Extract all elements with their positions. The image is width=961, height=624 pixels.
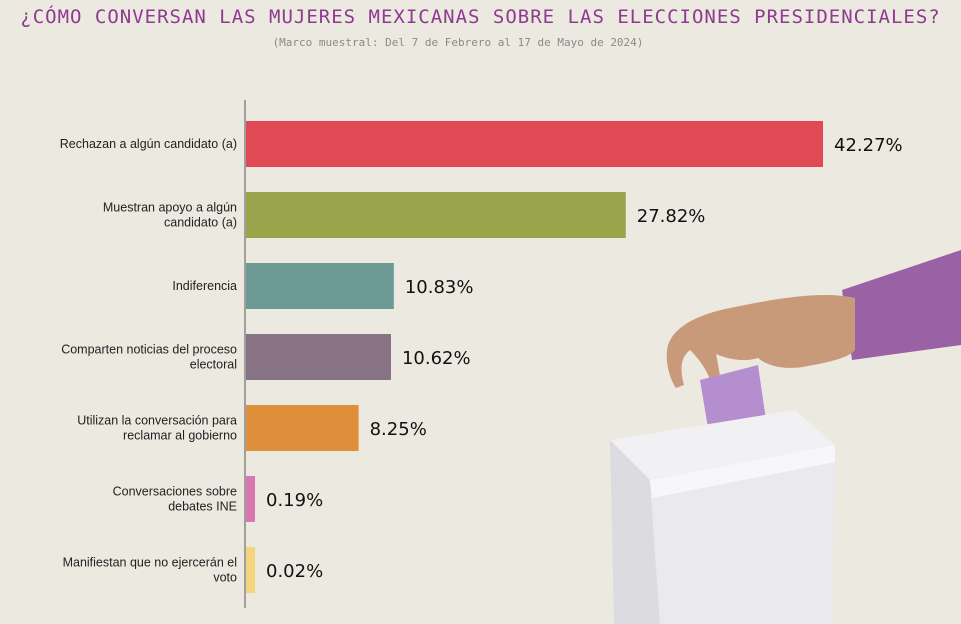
category-label: Comparten noticias del proceso electoral <box>61 343 237 372</box>
value-label: 8.25% <box>370 419 427 440</box>
bar <box>246 547 255 593</box>
bar <box>246 192 626 238</box>
value-label: 10.83% <box>405 277 474 298</box>
value-label: 10.62% <box>402 348 471 369</box>
category-label: Conversaciones sobre debates INE <box>113 485 237 514</box>
category-label: Indiferencia <box>172 279 237 293</box>
bar <box>246 334 391 380</box>
bar <box>246 476 255 522</box>
value-label: 27.82% <box>637 206 706 227</box>
bar <box>246 263 394 309</box>
category-label: Utilizan la conversación para reclamar al… <box>77 414 237 443</box>
value-label: 0.19% <box>266 490 323 511</box>
ballot-box-icon <box>610 250 961 624</box>
chart-title: ¿CÓMO CONVERSAN LAS MUJERES MEXICANAS SO… <box>20 6 941 28</box>
value-label: 42.27% <box>834 135 903 156</box>
bar <box>246 405 359 451</box>
category-label: Manifiestan que no ejercerán el voto <box>63 556 237 585</box>
category-label: Muestran apoyo a algún candidato (a) <box>103 201 237 230</box>
chart-subtitle: (Marco muestral: Del 7 de Febrero al 17 … <box>272 36 644 49</box>
value-label: 0.02% <box>266 561 323 582</box>
bar <box>246 121 823 167</box>
category-label: Rechazan a algún candidato (a) <box>60 137 237 151</box>
